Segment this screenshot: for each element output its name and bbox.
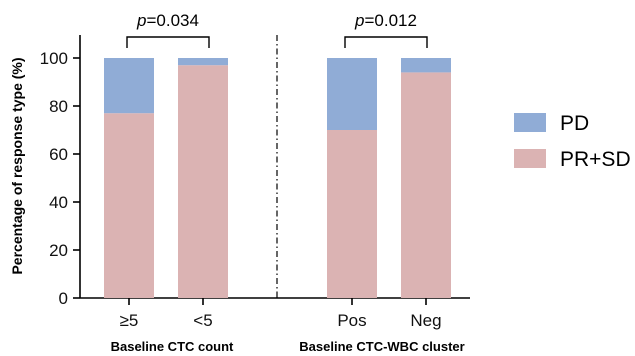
p-value-1-text: =0.034 <box>146 11 198 30</box>
p-symbol-2: p <box>354 11 364 30</box>
legend-label-pd: PD <box>560 112 589 135</box>
y-ticks: 0 20 40 60 80 100 <box>40 49 80 308</box>
group-label-ctc-wbc-cluster: Baseline CTC-WBC cluster <box>299 339 464 354</box>
bar-pr-sd <box>178 65 228 298</box>
bar-pr-sd <box>104 113 154 298</box>
bar-pd <box>104 58 154 114</box>
legend-label-pr-sd: PR+SD <box>560 148 631 171</box>
y-tick-label: 60 <box>49 145 68 164</box>
p-symbol-1: p <box>136 11 146 30</box>
bar-pd <box>401 58 451 73</box>
x-tick-label: <5 <box>193 311 212 330</box>
bar-pd <box>327 58 377 130</box>
x-tick-label: ≥5 <box>120 311 139 330</box>
bar-pr-sd <box>327 130 377 298</box>
y-tick-label: 20 <box>49 241 68 260</box>
p-value-2: p=0.012 <box>354 11 417 30</box>
bar-pd <box>178 58 228 66</box>
bars <box>104 58 451 299</box>
significance-bracket-2 <box>344 36 428 48</box>
bar-pr-sd <box>401 72 451 299</box>
legend-swatch-pd <box>514 113 546 132</box>
x-tick-label: Pos <box>337 311 366 330</box>
y-tick-label: 100 <box>40 49 68 68</box>
y-tick-label: 80 <box>49 97 68 116</box>
y-axis-label: Percentage of response type (%) <box>9 57 25 274</box>
p-value-1: p=0.034 <box>136 11 199 30</box>
legend-swatch-pr-sd <box>514 149 546 168</box>
y-tick-label: 40 <box>49 193 68 212</box>
group-label-ctc-count: Baseline CTC count <box>111 339 234 354</box>
p-value-2-text: =0.012 <box>364 11 416 30</box>
y-tick-label: 0 <box>59 289 68 308</box>
significance-bracket-1 <box>126 36 210 48</box>
x-tick-label: Neg <box>410 311 441 330</box>
x-ticks: ≥5 <5 Pos Neg <box>120 298 442 330</box>
